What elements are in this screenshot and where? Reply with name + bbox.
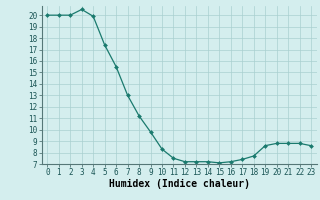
X-axis label: Humidex (Indice chaleur): Humidex (Indice chaleur) <box>109 179 250 189</box>
